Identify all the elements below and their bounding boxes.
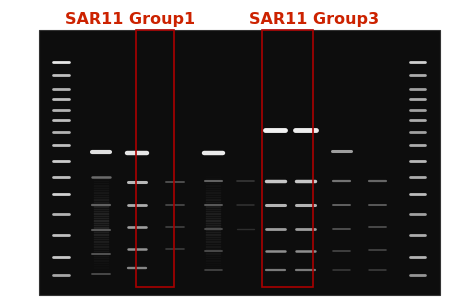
Bar [136, 30, 174, 287]
Bar [262, 30, 313, 287]
Bar [39, 30, 440, 295]
Text: SAR11 Group3: SAR11 Group3 [249, 12, 379, 27]
Text: SAR11 Group1: SAR11 Group1 [65, 12, 196, 27]
